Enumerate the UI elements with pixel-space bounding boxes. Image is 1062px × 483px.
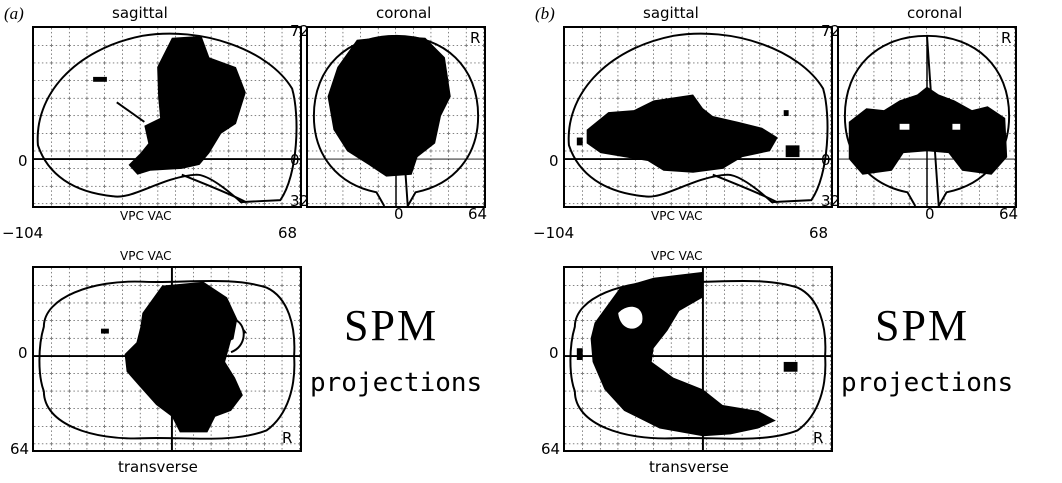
panel-label: (b): [535, 4, 555, 23]
transverse-view: [563, 266, 833, 452]
sagittal-title: sagittal: [112, 4, 168, 22]
projections-label: projections: [310, 368, 483, 398]
spm-title: SPM: [875, 301, 970, 350]
coronal-title: coronal: [907, 4, 963, 22]
transverse-title: transverse: [118, 458, 198, 476]
coronal-bottom-label: 32: [290, 192, 310, 210]
x-right-label: 68: [809, 224, 829, 242]
sagittal-view: [32, 26, 302, 208]
transverse-r-label: R: [282, 429, 293, 447]
coronal-view: [306, 26, 486, 208]
transverse-projection-image: [34, 268, 300, 450]
transverse-projection-image: [565, 268, 831, 450]
transverse-view: [32, 266, 302, 452]
coronal-projection-image: [308, 28, 484, 206]
coronal-projection-image: [839, 28, 1015, 206]
transverse-vpc-vac-label: VPC VAC: [651, 249, 703, 263]
coronal-top-label: 72: [821, 22, 841, 40]
sagittal-title: sagittal: [643, 4, 699, 22]
coronal-x-zero-label: 0: [394, 205, 404, 223]
coronal-x-zero-label: 0: [925, 205, 935, 223]
sagittal-vpc-vac-label: VPC VAC: [120, 209, 172, 223]
transverse-zero-label: 0: [549, 344, 559, 362]
transverse-zero-label: 0: [18, 344, 28, 362]
coronal-bottom-label: 32: [821, 192, 841, 210]
transverse-r-label: R: [813, 429, 824, 447]
panel-b: (b) sagittal coronal 0: [531, 0, 1062, 483]
sagittal-projection-image: [34, 28, 300, 206]
x-left-label: −104: [2, 224, 44, 242]
coronal-title: coronal: [376, 4, 432, 22]
coronal-x-right-label: 64: [999, 205, 1019, 223]
sagittal-zero-label: 0: [18, 152, 28, 170]
projections-label: projections: [841, 368, 1014, 398]
coronal-zero-label: 0: [290, 151, 300, 169]
sagittal-projection-image: [565, 28, 831, 206]
transverse-title: transverse: [649, 458, 729, 476]
x-right-label: 68: [278, 224, 298, 242]
coronal-top-label: 72: [290, 22, 310, 40]
sagittal-vpc-vac-label: VPC VAC: [651, 209, 703, 223]
panel-label: (a): [4, 4, 24, 23]
transverse-vpc-vac-label: VPC VAC: [120, 249, 172, 263]
spm-title: SPM: [344, 301, 439, 350]
transverse-bottom-label: 64: [541, 440, 561, 458]
sagittal-zero-label: 0: [549, 152, 559, 170]
sagittal-view: [563, 26, 833, 208]
coronal-zero-label: 0: [821, 151, 831, 169]
coronal-view: [837, 26, 1017, 208]
transverse-bottom-label: 64: [10, 440, 30, 458]
coronal-x-right-label: 64: [468, 205, 488, 223]
panel-a: (a) sagittal coronal 0: [2, 4, 488, 476]
coronal-r-label: R: [1001, 29, 1012, 47]
coronal-r-label: R: [470, 29, 481, 47]
x-left-label: −104: [533, 224, 575, 242]
